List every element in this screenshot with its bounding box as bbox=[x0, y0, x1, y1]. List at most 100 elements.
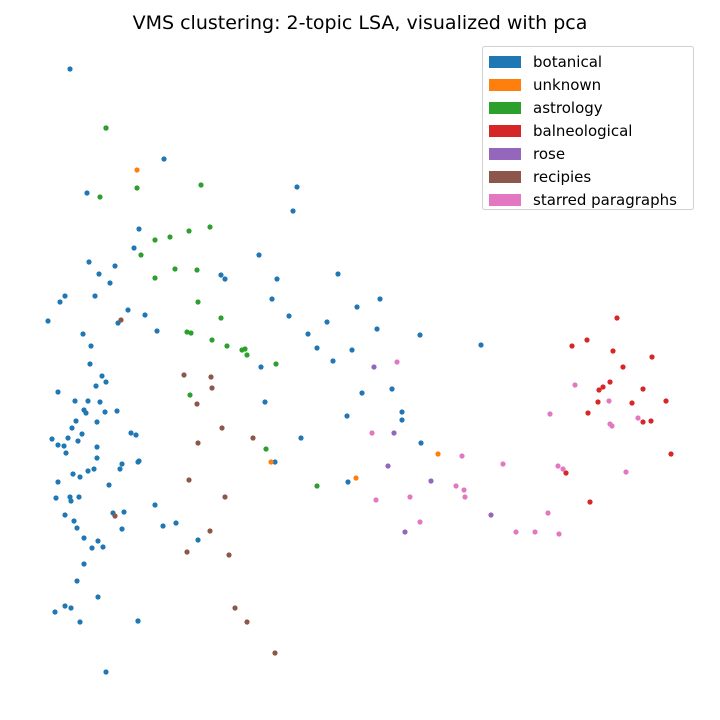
data-point bbox=[239, 347, 245, 353]
legend-swatch bbox=[489, 101, 521, 114]
data-point bbox=[614, 315, 620, 321]
data-point bbox=[359, 390, 365, 396]
legend-item: astrology bbox=[489, 96, 693, 119]
data-point bbox=[435, 451, 441, 457]
data-point bbox=[244, 619, 250, 625]
data-point bbox=[620, 364, 626, 370]
data-point bbox=[133, 432, 139, 438]
data-point bbox=[532, 529, 538, 535]
data-point bbox=[55, 442, 61, 448]
legend-label: starred paragraphs bbox=[533, 190, 677, 209]
data-point bbox=[62, 603, 68, 609]
data-point bbox=[112, 513, 118, 519]
data-point bbox=[91, 466, 97, 472]
data-point bbox=[207, 528, 213, 534]
data-point bbox=[95, 538, 101, 544]
data-point bbox=[417, 519, 423, 525]
data-point bbox=[556, 531, 562, 537]
data-point bbox=[461, 487, 467, 493]
data-point bbox=[194, 401, 200, 407]
legend-item: rose bbox=[489, 142, 693, 165]
data-point bbox=[294, 184, 300, 190]
data-point bbox=[152, 237, 158, 243]
data-point bbox=[219, 425, 225, 431]
data-point bbox=[585, 410, 591, 416]
data-point bbox=[117, 466, 123, 472]
data-point bbox=[513, 529, 519, 535]
data-point bbox=[84, 190, 90, 196]
data-point bbox=[453, 483, 459, 489]
data-point bbox=[262, 399, 268, 405]
data-point bbox=[186, 228, 192, 234]
data-point bbox=[394, 359, 400, 365]
data-point bbox=[194, 267, 200, 273]
data-point bbox=[81, 535, 87, 541]
data-point bbox=[195, 440, 201, 446]
data-point bbox=[63, 450, 69, 456]
data-point bbox=[226, 552, 232, 558]
data-point bbox=[349, 347, 355, 353]
data-point bbox=[68, 498, 74, 504]
data-point bbox=[545, 510, 551, 516]
legend-label: recipies bbox=[533, 167, 592, 186]
data-point bbox=[314, 345, 320, 351]
data-point bbox=[184, 329, 190, 335]
data-point bbox=[186, 477, 192, 483]
data-point bbox=[418, 440, 424, 446]
data-point bbox=[273, 361, 279, 367]
data-point bbox=[75, 438, 81, 444]
data-point bbox=[61, 443, 67, 449]
data-point bbox=[49, 436, 55, 442]
data-point bbox=[62, 512, 68, 518]
legend-swatch bbox=[489, 124, 521, 137]
data-point bbox=[94, 419, 100, 425]
data-point bbox=[88, 343, 94, 349]
data-point bbox=[244, 352, 250, 358]
data-point bbox=[89, 545, 95, 551]
data-point bbox=[623, 469, 629, 475]
data-point bbox=[399, 417, 405, 423]
data-point bbox=[629, 400, 635, 406]
series-unknown bbox=[134, 167, 441, 481]
data-point bbox=[161, 156, 167, 162]
data-point bbox=[258, 364, 264, 370]
data-point bbox=[402, 529, 408, 535]
data-point bbox=[488, 512, 494, 518]
data-point bbox=[369, 430, 375, 436]
data-point bbox=[184, 549, 190, 555]
data-point bbox=[207, 224, 213, 230]
legend-swatch bbox=[489, 78, 521, 91]
data-point bbox=[428, 478, 434, 484]
data-point bbox=[154, 328, 160, 334]
data-point bbox=[103, 125, 109, 131]
data-point bbox=[69, 425, 75, 431]
data-point bbox=[74, 525, 80, 531]
legend-swatch bbox=[489, 193, 521, 206]
data-point bbox=[87, 361, 93, 367]
data-point bbox=[107, 280, 113, 286]
data-point bbox=[119, 526, 125, 532]
data-point bbox=[195, 299, 201, 305]
data-point bbox=[218, 315, 224, 321]
legend-swatch bbox=[489, 170, 521, 183]
data-point bbox=[272, 650, 278, 656]
data-point bbox=[606, 398, 612, 404]
data-point bbox=[353, 475, 359, 481]
data-point bbox=[547, 411, 553, 417]
data-point bbox=[100, 544, 106, 550]
data-point bbox=[596, 387, 602, 393]
legend-label: astrology bbox=[533, 98, 603, 117]
data-point bbox=[263, 446, 269, 452]
data-point bbox=[114, 408, 120, 414]
data-point bbox=[607, 379, 613, 385]
data-point bbox=[70, 471, 76, 477]
data-point bbox=[345, 479, 351, 485]
data-point bbox=[354, 304, 360, 310]
data-point bbox=[330, 358, 336, 364]
data-point bbox=[389, 386, 395, 392]
data-point bbox=[94, 444, 100, 450]
data-point bbox=[77, 474, 83, 480]
data-point bbox=[344, 413, 350, 419]
data-point bbox=[102, 409, 108, 415]
data-point bbox=[250, 435, 256, 441]
